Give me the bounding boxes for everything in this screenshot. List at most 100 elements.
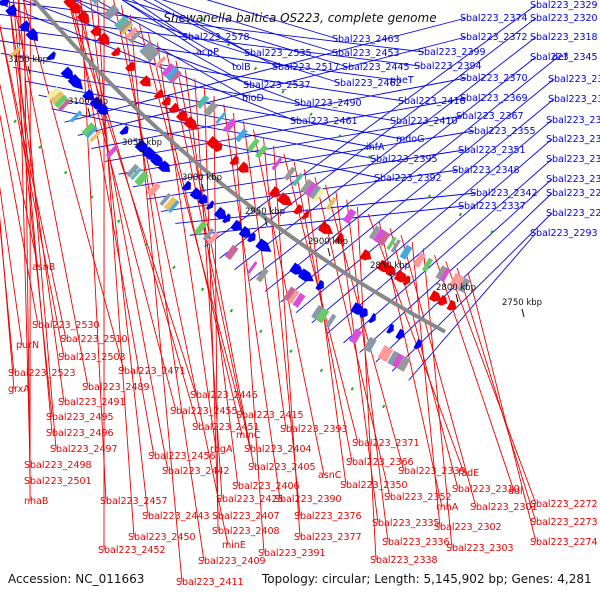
forward-gene-label: mdoG [396,134,424,145]
reverse-gene-leader-line [90,0,149,517]
accession-text: Accession: NC_011663 [8,572,145,586]
reverse-gene-label: Sbal223_2530 [32,320,100,331]
genome-ring [0,0,498,417]
forward-gene-label: Sbal223_2306 [546,174,600,185]
reverse-gene-leader-line [156,42,217,450]
tick-mark [327,247,331,257]
forward-gene-label: Sbal223_2392 [374,173,442,184]
reverse-gene-label: minE [222,540,246,551]
reverse-gene-leader-line [411,241,441,528]
forward-gene-leader-line [408,232,537,381]
reverse-gene-leader-line [356,206,377,561]
reverse-gene-leader-line [213,95,219,532]
reverse-gene-label: Sbal223_2425 [216,494,284,505]
reverse-gene-label: Sbal223_2338 [370,555,438,566]
reverse-gene-label: Sbal223_2409 [198,556,266,567]
tick-mark [389,271,393,281]
forward-gene-label: Sbal223_2320 [530,13,598,24]
reverse-gene-label: Sbal223_2503 [58,352,126,363]
reverse-gene-label: rbgA [210,444,233,455]
tick-label: 2750 kbp [502,298,542,308]
forward-gene-label: Sbal223_2367 [456,111,524,122]
tick-label: 2800 kbp [436,283,476,293]
reverse-gene-label: Sbal223_2393 [280,424,348,435]
reverse-gene-leader-line [0,215,15,390]
forward-gene-label: Sbal223_2369 [460,93,528,104]
forward-gene-label: Sbal223_2462 [334,78,402,89]
reverse-gene-leader-line [304,169,347,486]
reverse-gene-label: Sbal223_2411 [176,577,244,588]
forward-gene-leader-line [343,158,553,344]
forward-gene-leader-line [327,138,553,334]
forward-gene-label: Sbal223_2445 [342,62,410,73]
reverse-gene-leader-line [79,0,169,472]
reverse-gene-leader-line [0,24,65,358]
forward-gene-label: pheT [390,75,414,86]
reverse-gene-label: Sbal223_2376 [294,511,362,522]
forward-gene-label: Sbal223_2313 [548,94,600,105]
forward-gene-label: Sbal223_2345 [530,52,598,63]
tick-label: 3100 kbp [68,97,108,107]
forward-gene-label: Sbal223_2309 [546,115,600,126]
reverse-gene-label: Sbal223_2496 [46,428,114,439]
reverse-gene-label: Sbal223_2303 [446,543,514,554]
forward-gene-label: Sbal223_2348 [452,165,520,176]
reverse-gene-label: Sbal223_2350 [340,480,408,491]
forward-gene-leader-line [206,0,339,40]
reverse-gene-label: Sbal223_2371 [352,438,420,449]
forward-gene-label: Sbal223_2293 [530,228,598,239]
gene-labels: Sbal223_2578 acpP Sbal223_2535 tolB Sbal223_… [8,0,600,588]
reverse-gene-leader-line [18,0,57,450]
reverse-gene-label: Sbal223_2366 [346,457,414,468]
cog-forward [8,45,411,372]
reverse-gene-label: asnB [32,262,55,273]
reverse-gene-leader-line [346,199,389,543]
reverse-gene-label: Sbal223_2310 [452,484,520,495]
forward-gene-leader-line [123,0,349,68]
reverse-gene-leader-line [445,261,537,505]
reverse-gene-label: Sbal223_2495 [46,412,114,423]
reverse-gene-leader-line [203,87,219,517]
reverse-gene-label: Sbal223_2272 [530,499,598,510]
forward-gene-leader-line [104,97,467,162]
forward-gene-leader-line [121,0,203,53]
forward-strand [0,0,422,350]
reverse-gene-label: Sbal223_2391 [258,548,326,559]
reverse-gene-label: Sbal223_2456 [148,451,216,462]
forward-gene-label: Sbal223_2314 [548,74,600,85]
forward-gene-label: Sbal223_2329 [530,0,598,11]
reverse-gene-leader-line [400,234,477,508]
reverse-gene-leader-line [325,184,405,472]
tick-mark [141,148,145,158]
tick-label: 2900 kbp [308,237,348,247]
reverse-gene-leader-line [68,0,197,396]
reverse-gene-leader-line [96,0,135,538]
tick-label: 3150 kbp [8,55,48,65]
forward-gene-label: Sbal223_2370 [460,73,528,84]
forward-gene-label: Sbal223_2535 [244,48,312,59]
forward-gene-label: Sbal223_2461 [290,116,358,127]
tick-label: 2850 kbp [370,261,410,271]
forward-gene-leader-line [219,17,537,259]
reverse-gene-leader-line [434,254,515,492]
reverse-gene-label: Sbal223_2273 [530,517,598,528]
reverse-gene-label: Sbal223_2390 [274,494,342,505]
reverse-gene-label: Sbal223_2335 [372,518,440,529]
reverse-gene-label: Sbal223_2523 [8,368,76,379]
forward-gene-leader-line [295,98,555,314]
forward-gene-leader-line [132,130,475,188]
reverse-gene-label: Sbal223_2274 [530,537,598,548]
forward-gene-leader-line [0,0,425,53]
map-title: Shewanella baltica OS223, complete genom… [163,11,436,25]
forward-gene-leader-line [0,13,421,67]
reverse-gene-leader-line [223,104,281,500]
forward-gene-leader-line [153,0,251,54]
reverse-gene-label: Sbal223_2406 [232,481,300,492]
forward-gene-leader-line [21,0,301,104]
reverse-gene-label: Sbal223_2404 [244,444,312,455]
forward-gene-label: Sbal223_2578 [182,32,250,43]
reverse-gene-label: Sbal223_2471 [118,366,186,377]
forward-gene-leader-line [311,119,553,324]
forward-gene-label: Sbal223_2537 [243,80,311,91]
forward-gene-label: Sbal223_2355 [468,126,536,137]
